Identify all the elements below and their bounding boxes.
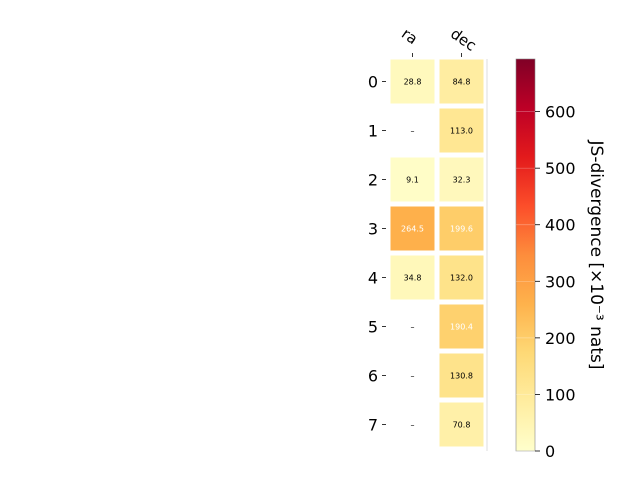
cell-value-label: 199.6 (450, 225, 473, 234)
colorbar-tick-label: 200 (545, 329, 576, 348)
colorbar-tick-label: 100 (545, 385, 576, 404)
cell-value-label: 34.8 (404, 274, 422, 283)
cell-value-label: – (411, 127, 415, 136)
heatmap-cell (439, 255, 484, 300)
column-label: ra (398, 25, 421, 49)
cell-value-label: 28.8 (404, 78, 422, 87)
heatmap-cells: 28.8 84.8 – 113.0 9.1 32.3 264.5 199.6 34.8 132.0… (390, 59, 488, 451)
column-label: dec (447, 25, 479, 55)
cell-value-label: 264.5 (401, 225, 424, 234)
cell-value-label: 70.8 (453, 421, 471, 430)
colorbar-ticks: 0 100 200 300 400 500 600 (516, 103, 576, 461)
row-label: 5 (368, 318, 378, 337)
column-labels: ra dec (398, 25, 480, 57)
cell-value-label: 32.3 (453, 176, 471, 185)
colorbar-tick-label: 400 (545, 216, 576, 235)
cell-value-label: – (411, 421, 415, 430)
row-label: 2 (368, 171, 378, 190)
cell-value-label: 84.8 (453, 78, 471, 87)
row-label: 3 (368, 220, 378, 239)
cell-value-label: 9.1 (406, 176, 419, 185)
row-label: 0 (368, 73, 378, 92)
heatmap-cell (390, 59, 435, 104)
colorbar-tick-label: 0 (545, 442, 555, 461)
cell-value-label: 190.4 (450, 323, 473, 332)
colorbar: 0 100 200 300 400 500 600 JS-divergence [×10⁻³… (515, 58, 606, 461)
heatmap-cell (390, 206, 435, 251)
heatmap-cell (439, 206, 484, 251)
cell-value-label: 113.0 (450, 127, 473, 136)
heatmap-cell (439, 304, 484, 349)
cell-value-label: 132.0 (450, 274, 473, 283)
heatmap-cell (439, 108, 484, 153)
heatmap-cell (439, 353, 484, 398)
cell-value-label: – (411, 372, 415, 381)
row-label: 7 (368, 416, 378, 435)
heatmap-cell (439, 402, 484, 447)
row-label: 6 (368, 367, 378, 386)
cell-value-label: – (411, 323, 415, 332)
colorbar-tick-label: 600 (545, 103, 576, 122)
row-label: 1 (368, 122, 378, 141)
heatmap-cell (390, 255, 435, 300)
colorbar-gradient (515, 58, 536, 452)
colorbar-label: JS-divergence [×10⁻³ nats] (586, 140, 606, 370)
colorbar-tick-label: 300 (545, 272, 576, 291)
cell-value-label: 130.8 (450, 372, 473, 381)
row-label: 4 (368, 269, 378, 288)
heatmap-cell (439, 59, 484, 104)
heatmap-cell (390, 157, 435, 202)
heatmap-cell (439, 157, 484, 202)
colorbar-tick-label: 500 (545, 159, 576, 178)
row-labels: 0 1 2 3 4 5 6 7 (368, 73, 386, 435)
